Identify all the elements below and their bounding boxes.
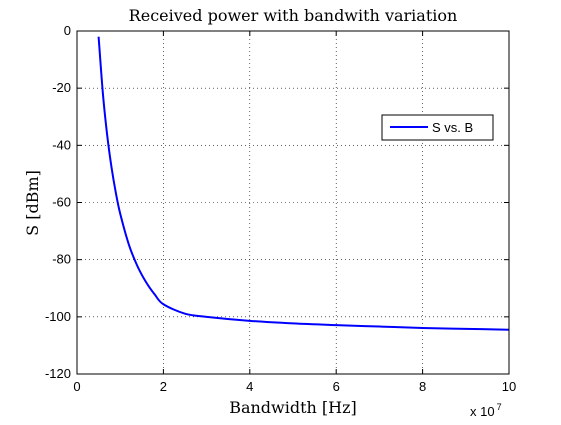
x-tick-label: 10: [502, 379, 516, 394]
x-axis-label: Bandwidth [Hz]: [229, 398, 357, 417]
x-tick-label: 2: [160, 379, 167, 394]
tick-marks: [76, 30, 510, 375]
series-layer: [97, 36, 510, 331]
tick-labels: 0 2 4 6 8 10 0 -20 -40 -60 -80 -100 -120: [45, 23, 516, 394]
x-tick-label: 8: [419, 379, 426, 394]
y-tick-label: -80: [52, 252, 71, 267]
x-tick-label: 0: [73, 379, 80, 394]
x-axis-multiplier-base: x 10: [470, 404, 495, 419]
y-axis-label: S [dBm]: [23, 170, 42, 236]
x-axis-multiplier-exponent: 7: [497, 402, 502, 412]
y-tick-label: -40: [52, 137, 71, 152]
chart-title: Received power with bandwith variation: [129, 6, 458, 25]
grid-lines: [77, 31, 509, 374]
legend: S vs. B: [381, 114, 494, 141]
series-line-s-vs-b: [97, 36, 510, 331]
y-tick-label: -120: [45, 366, 71, 381]
y-tick-label: -100: [45, 309, 71, 324]
x-tick-label: 4: [246, 379, 253, 394]
y-tick-label: 0: [64, 23, 71, 38]
y-tick-label: -60: [52, 195, 71, 210]
x-tick-label: 6: [333, 379, 340, 394]
y-tick-label: -20: [52, 80, 71, 95]
x-axis-multiplier: x 10 7: [470, 402, 502, 419]
legend-label-s-vs-b: S vs. B: [432, 120, 473, 135]
